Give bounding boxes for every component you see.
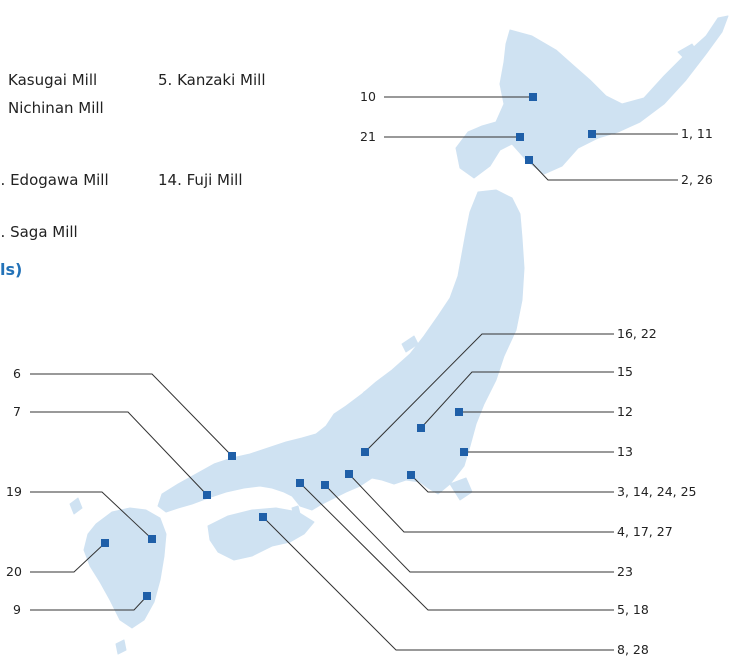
callout-label-12: 12: [617, 404, 633, 419]
callout-label-9: 9: [13, 602, 21, 617]
tsushima-island: [69, 497, 83, 515]
leader-line-19: [30, 491, 153, 540]
mill-marker-13: [460, 448, 468, 456]
mill-marker-12: [455, 408, 463, 416]
leader-line-20: [30, 542, 106, 573]
mill-marker-6: [228, 452, 236, 460]
callout-label-7: 7: [13, 404, 21, 419]
leader-line-16-22: [364, 333, 614, 453]
mill-marker-8-28: [259, 513, 267, 521]
mill-marker-4-17-27: [345, 470, 353, 478]
kuril-islet: [677, 43, 697, 59]
mill-markers: [101, 93, 596, 600]
leader-line-6: [30, 373, 233, 457]
legend-item-edogawa: 3. Edogawa Mill: [0, 171, 109, 189]
callout-label-21: 21: [360, 129, 376, 144]
leader-line-2-26: [528, 159, 678, 181]
awaji-island: [291, 505, 301, 517]
callout-label-13: 13: [617, 444, 633, 459]
callout-label-20: 20: [6, 564, 22, 579]
legend-item-nichinan: Nichinan Mill: [8, 99, 104, 117]
mill-marker-20: [101, 539, 109, 547]
mill-marker-21: [516, 133, 524, 141]
callout-label-1-11: 1, 11: [681, 126, 713, 141]
leader-line-5-18: [299, 482, 614, 611]
legend-item-fuji: 14. Fuji Mill: [158, 171, 243, 189]
noto-peninsula: [355, 385, 375, 411]
honshu-island: [157, 189, 525, 513]
callout-label-8-28: 8, 28: [617, 642, 649, 657]
leader-line-8-28: [262, 516, 614, 651]
leader-line-7: [30, 411, 208, 496]
mill-marker-19: [148, 535, 156, 543]
mill-marker-10: [529, 93, 537, 101]
leader-line-15: [420, 371, 614, 429]
mill-marker-23: [321, 481, 329, 489]
legend-section-heading: ls): [0, 260, 23, 279]
leader-line-9: [30, 595, 148, 611]
leader-line-23: [324, 484, 614, 573]
callout-label-3-14-24-25: 3, 14, 24, 25: [617, 484, 697, 499]
legend-item-kanzaki: 5. Kanzaki Mill: [158, 71, 266, 89]
leader-line-4-17-27: [348, 473, 614, 533]
mill-marker-15: [417, 424, 425, 432]
sado-island: [401, 335, 419, 353]
mill-marker-16-22: [361, 448, 369, 456]
callout-label-15: 15: [617, 364, 633, 379]
callout-label-19: 19: [6, 484, 22, 499]
mill-marker-1-11: [588, 130, 596, 138]
boso-peninsula: [449, 477, 473, 501]
mill-marker-3-14-24-25: [407, 471, 415, 479]
shikoku-island: [207, 507, 315, 561]
legend-item-kasugai: Kasugai Mill: [8, 71, 98, 89]
leader-lines: [30, 96, 678, 651]
mill-marker-2-26: [525, 156, 533, 164]
mill-marker-9: [143, 592, 151, 600]
callout-label-5-18: 5, 18: [617, 602, 649, 617]
callout-label-10: 10: [360, 89, 376, 104]
callout-label-23: 23: [617, 564, 633, 579]
callout-label-6: 6: [13, 366, 21, 381]
southern-islet: [115, 639, 127, 655]
callout-label-16-22: 16, 22: [617, 326, 657, 341]
leader-line-3-14-24-25: [410, 474, 614, 493]
legend-item-saga: 0. Saga Mill: [0, 223, 78, 241]
mill-marker-7: [203, 491, 211, 499]
callout-label-4-17-27: 4, 17, 27: [617, 524, 673, 539]
callout-label-2-26: 2, 26: [681, 172, 713, 187]
mill-marker-5-18: [296, 479, 304, 487]
